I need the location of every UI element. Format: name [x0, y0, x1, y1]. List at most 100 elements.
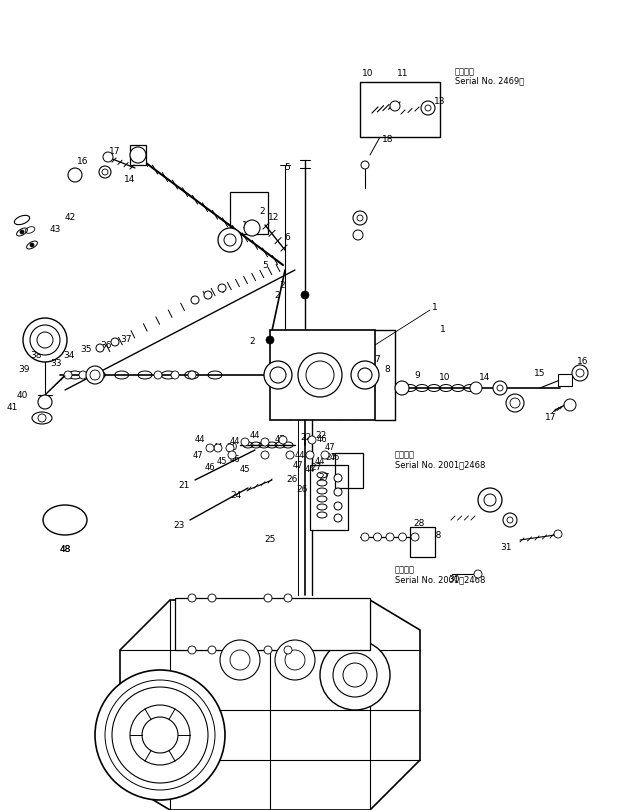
Circle shape	[95, 670, 225, 800]
Circle shape	[30, 243, 34, 247]
Text: Serial No. 2469－: Serial No. 2469－	[455, 76, 524, 86]
Circle shape	[38, 395, 52, 409]
Circle shape	[90, 370, 100, 380]
Text: 41: 41	[7, 403, 18, 412]
Text: 8: 8	[384, 365, 390, 374]
Circle shape	[358, 368, 372, 382]
Text: 10: 10	[438, 373, 450, 382]
Circle shape	[142, 717, 178, 753]
Text: 35: 35	[81, 344, 92, 353]
Circle shape	[208, 594, 216, 602]
Circle shape	[390, 101, 400, 111]
Circle shape	[264, 646, 272, 654]
Text: 13: 13	[242, 220, 254, 229]
Text: 24: 24	[231, 491, 242, 500]
Circle shape	[264, 594, 272, 602]
Circle shape	[334, 474, 342, 482]
Circle shape	[564, 399, 576, 411]
Text: 45: 45	[217, 458, 227, 467]
Text: 47: 47	[325, 444, 336, 453]
Circle shape	[374, 533, 381, 541]
Circle shape	[284, 594, 292, 602]
Text: 25: 25	[264, 535, 275, 544]
Bar	[335, 453, 363, 488]
Text: 5: 5	[284, 164, 290, 173]
Text: 22: 22	[315, 430, 326, 440]
Circle shape	[321, 451, 329, 459]
Text: 21: 21	[178, 480, 190, 489]
Circle shape	[351, 361, 379, 389]
Text: 47: 47	[275, 436, 285, 445]
Circle shape	[470, 382, 482, 394]
Circle shape	[188, 371, 196, 379]
Text: 16: 16	[577, 357, 588, 366]
Text: 20: 20	[227, 444, 238, 453]
Circle shape	[96, 344, 104, 352]
Circle shape	[204, 291, 212, 299]
Text: 適用号等: 適用号等	[455, 67, 475, 76]
Text: 48: 48	[59, 545, 71, 554]
Text: 22: 22	[300, 433, 311, 442]
Circle shape	[503, 513, 517, 527]
Text: Serial No. 2001－2468: Serial No. 2001－2468	[395, 460, 485, 469]
Bar	[360, 82, 440, 137]
Circle shape	[361, 533, 369, 541]
Circle shape	[421, 101, 435, 115]
Text: 45: 45	[330, 454, 341, 463]
Text: 適用号等: 適用号等	[395, 450, 415, 459]
Circle shape	[99, 166, 111, 178]
Circle shape	[230, 650, 250, 670]
Circle shape	[399, 533, 406, 541]
Text: 37: 37	[120, 335, 132, 344]
Text: 5: 5	[262, 261, 268, 270]
Text: 28: 28	[413, 518, 424, 527]
Circle shape	[334, 514, 342, 522]
Text: 16: 16	[76, 157, 88, 167]
Circle shape	[38, 414, 46, 422]
Circle shape	[306, 361, 334, 389]
Circle shape	[220, 640, 260, 680]
Text: 47: 47	[293, 461, 304, 470]
Circle shape	[506, 394, 524, 412]
Circle shape	[474, 570, 482, 578]
Text: 26: 26	[297, 485, 308, 494]
Text: 17: 17	[108, 147, 120, 156]
Circle shape	[112, 687, 208, 783]
Circle shape	[244, 220, 260, 236]
Text: 29: 29	[488, 491, 500, 500]
Circle shape	[154, 371, 162, 379]
Circle shape	[64, 371, 72, 379]
Text: 27: 27	[310, 463, 321, 472]
Text: 11: 11	[398, 69, 409, 78]
Circle shape	[218, 228, 242, 252]
Text: 1: 1	[432, 304, 438, 313]
Text: 10: 10	[362, 69, 374, 78]
Circle shape	[306, 451, 314, 459]
Text: 46: 46	[230, 455, 240, 464]
Circle shape	[395, 381, 409, 395]
Text: 39: 39	[19, 365, 30, 374]
Bar	[410, 527, 435, 557]
Text: 47: 47	[193, 450, 203, 459]
Bar	[230, 192, 268, 234]
Text: 46: 46	[205, 463, 215, 472]
Circle shape	[102, 169, 108, 175]
Text: 18: 18	[382, 135, 394, 144]
Bar	[130, 145, 146, 165]
Circle shape	[188, 646, 196, 654]
Text: 17: 17	[545, 413, 556, 423]
Text: 44: 44	[195, 436, 205, 445]
Text: 38: 38	[31, 351, 42, 360]
Circle shape	[266, 336, 274, 344]
Circle shape	[191, 296, 199, 304]
Circle shape	[214, 444, 222, 452]
Circle shape	[23, 318, 67, 362]
Text: 15: 15	[68, 170, 80, 180]
Circle shape	[171, 371, 179, 379]
Text: 15: 15	[533, 369, 545, 378]
Circle shape	[493, 381, 507, 395]
Circle shape	[208, 646, 216, 654]
Text: 44: 44	[305, 466, 316, 475]
Text: 7: 7	[374, 356, 380, 364]
Circle shape	[226, 444, 234, 452]
